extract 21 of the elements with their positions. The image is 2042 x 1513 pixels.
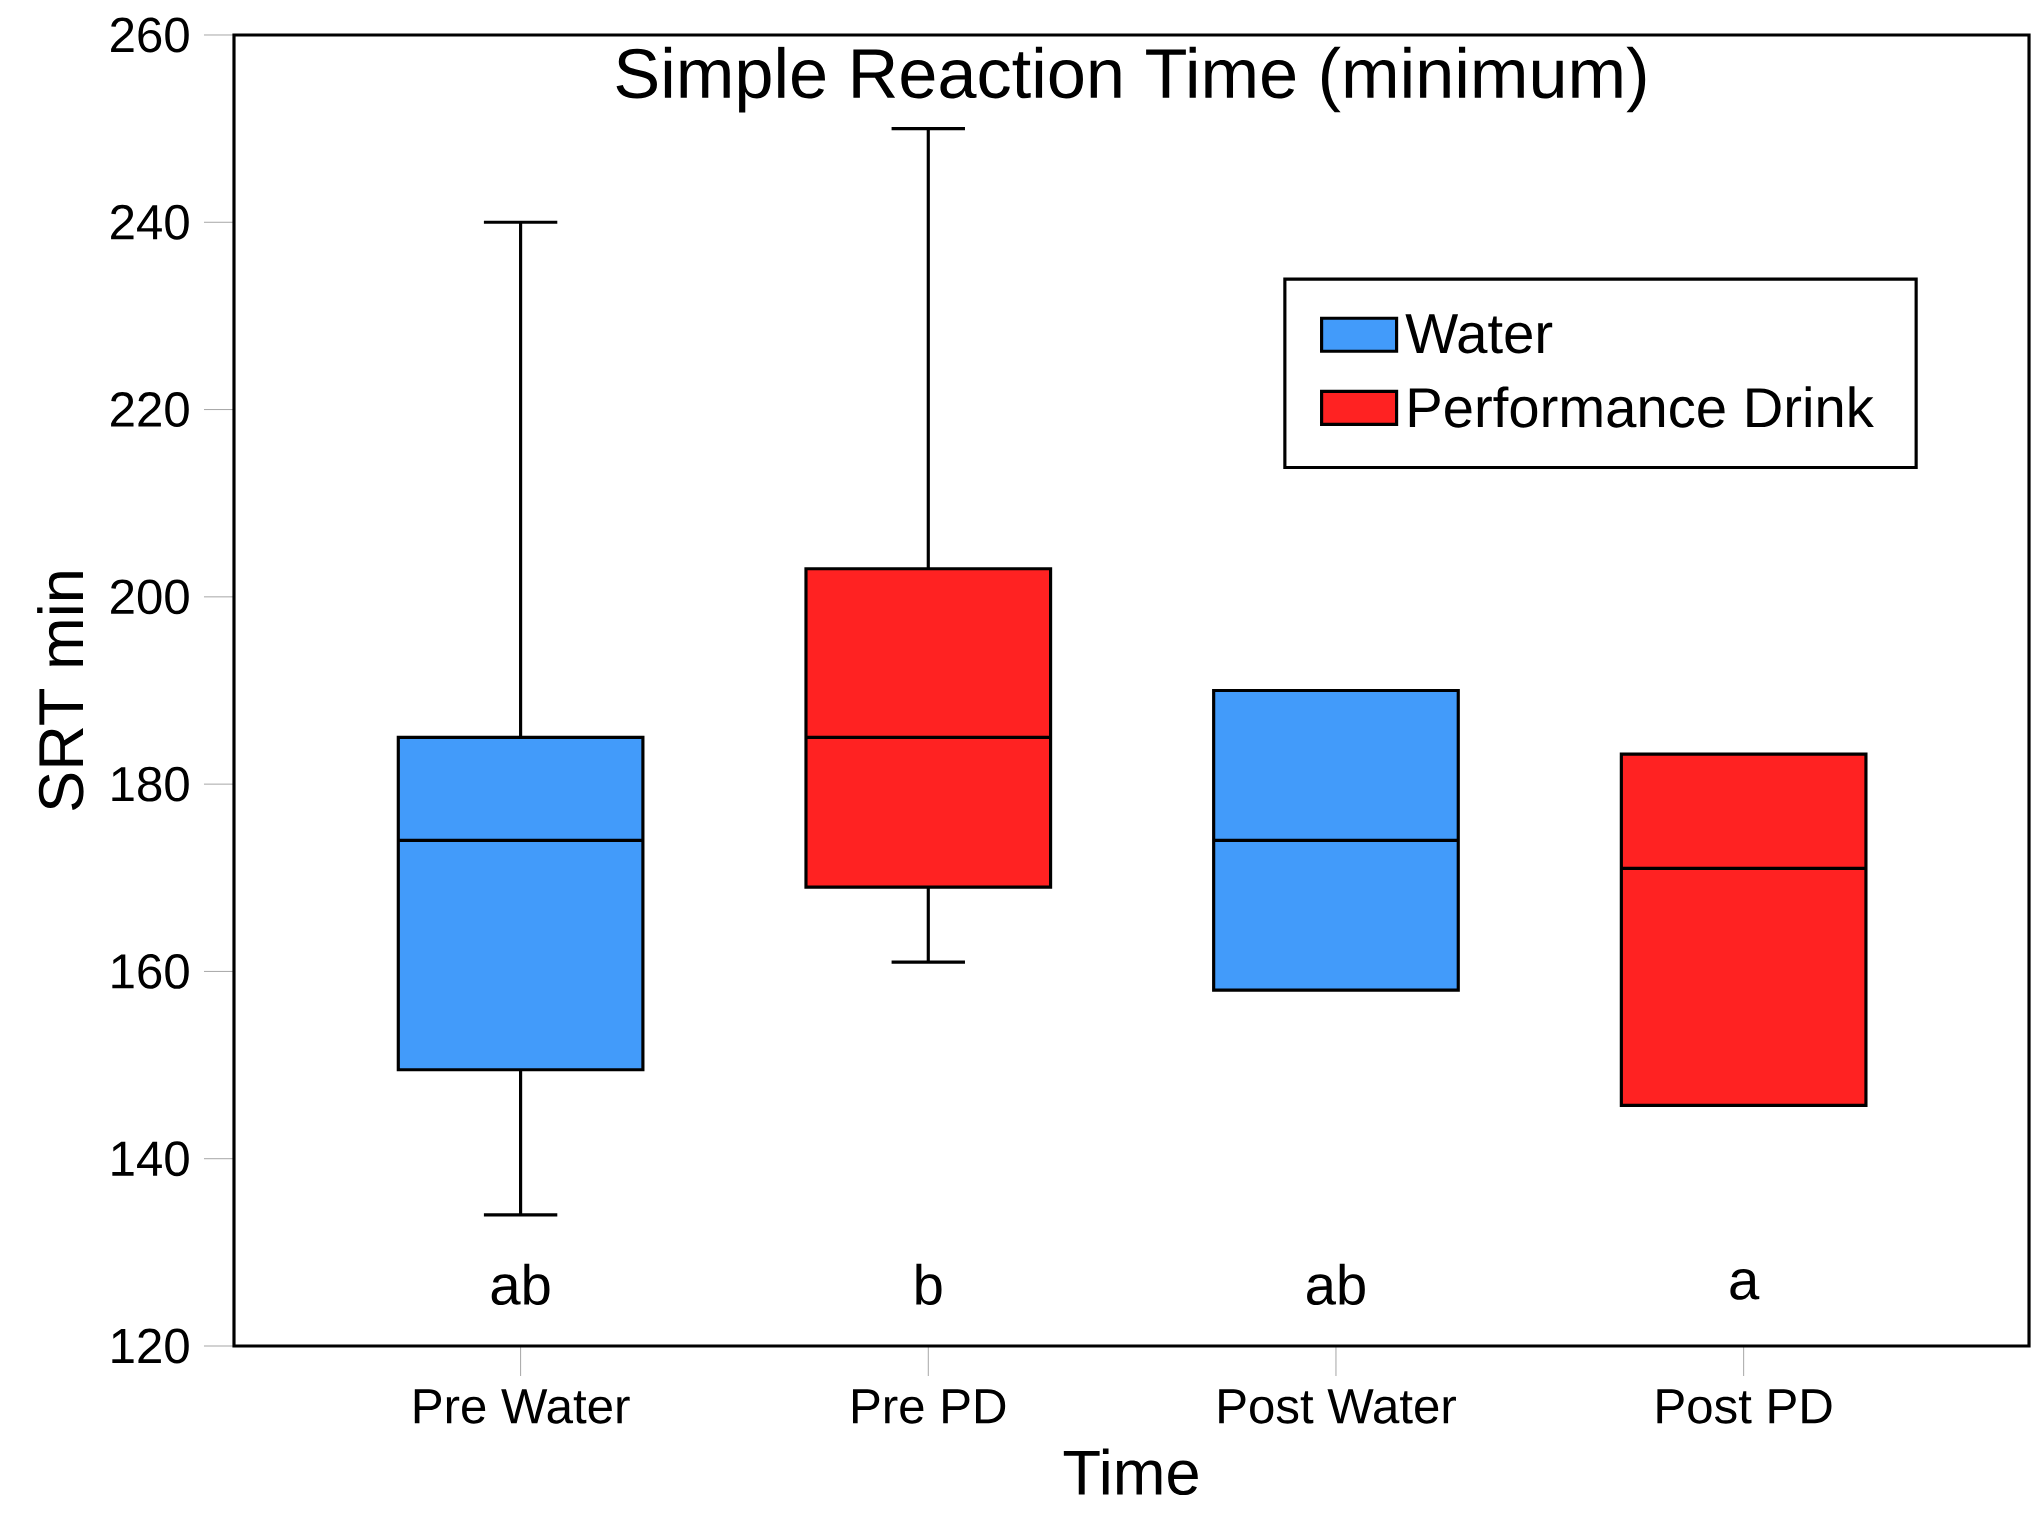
y-axis-title: SRT min [37,572,84,811]
annotation: ab [491,1263,550,1306]
legend-label: Performance Drink [1409,386,1874,428]
x-tick-label: Post PD [1657,1389,1832,1424]
y-tick-label: 200 [111,579,189,615]
y-tick-label: 240 [111,204,189,240]
y-tick-label: 120 [112,1328,189,1364]
y-tick-label: 260 [111,17,189,53]
legend-label: Water [1405,314,1553,354]
annotation: ab [1307,1263,1365,1306]
annotation: b [916,1263,942,1306]
y-tick-label: 220 [111,392,189,427]
chart-title: Simple Reaction Time (minimum) [616,46,1646,113]
x-axis-title: Time [1063,1448,1198,1496]
annotation: a [1730,1268,1760,1300]
y-tick-label: 140 [112,1141,189,1177]
x-tick-label: Post Water [1219,1389,1456,1424]
x-tick-label: Pre Water [414,1389,630,1424]
x-tick-label: Pre PD [853,1389,1006,1424]
y-tick-label: 180 [112,766,189,802]
y-tick-label: 160 [112,953,189,989]
